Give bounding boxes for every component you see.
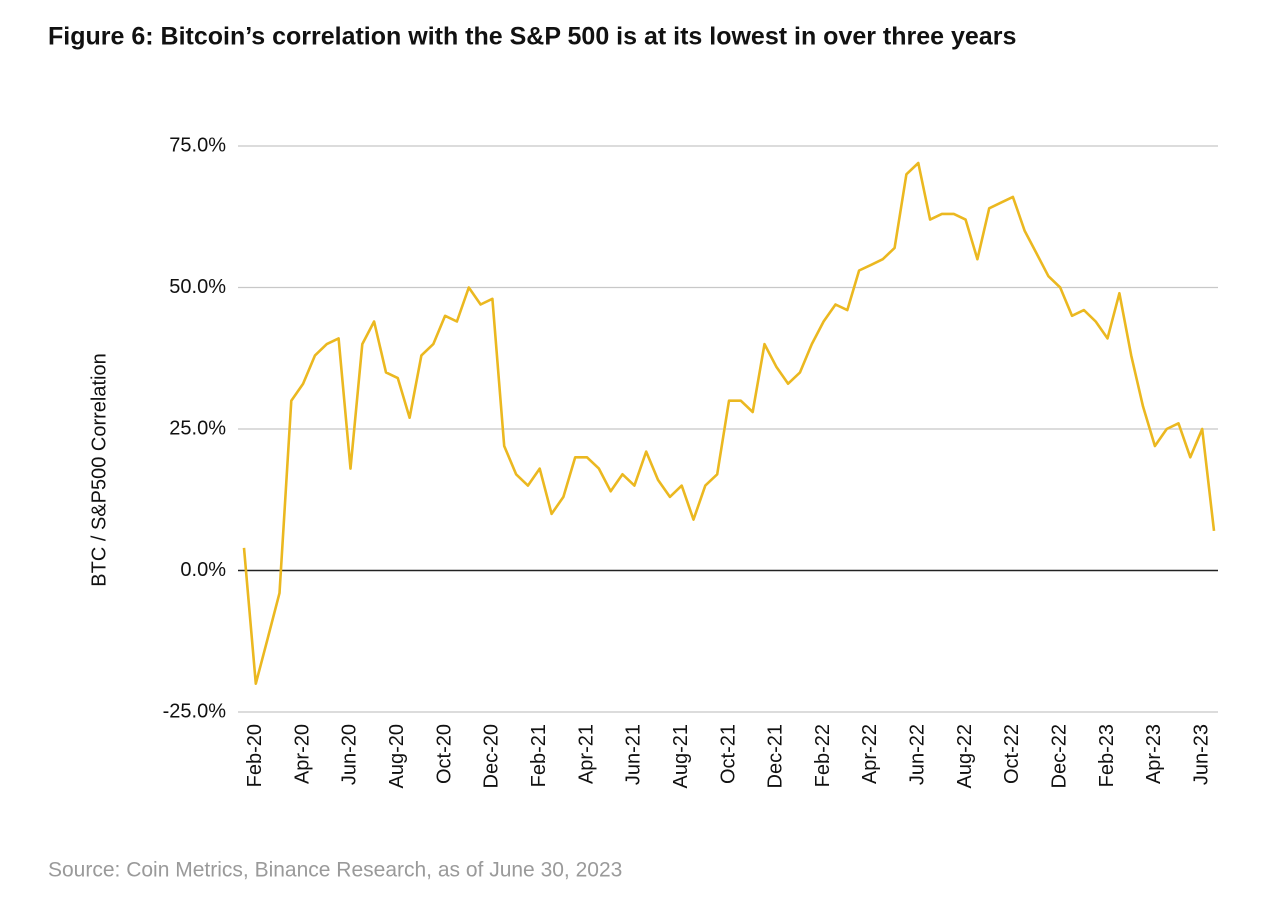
y-axis-label: BTC / S&P500 Correlation	[88, 353, 110, 586]
y-tick-label: 25.0%	[169, 417, 226, 439]
x-tick-label: Jun-22	[907, 724, 929, 785]
x-tick-label: Apr-21	[575, 724, 597, 784]
x-tick-label: Oct-22	[1001, 724, 1023, 784]
x-tick-label: Aug-21	[670, 724, 692, 789]
data-line	[242, 161, 1216, 685]
y-tick-label: 0.0%	[180, 559, 226, 581]
y-tick-label: 50.0%	[169, 276, 226, 298]
x-tick-label: Feb-21	[528, 724, 550, 787]
x-tick-label: Jun-20	[339, 724, 361, 785]
source-note: Source: Coin Metrics, Binance Research, …	[48, 859, 622, 882]
y-tick-label: 75.0%	[169, 134, 226, 156]
x-tick-label: Feb-20	[244, 724, 266, 787]
x-tick-label: Dec-20	[481, 724, 503, 788]
x-tick-label: Apr-20	[291, 724, 313, 784]
x-tick-label: Oct-20	[433, 724, 455, 784]
x-tick-label: Dec-22	[1049, 724, 1071, 788]
x-tick-label: Aug-20	[386, 724, 408, 789]
x-tick-label: Jun-21	[623, 724, 645, 785]
y-tick-label: -25.0%	[163, 700, 227, 722]
x-tick-label: Aug-22	[954, 724, 976, 789]
chart-title: Figure 6: Bitcoin’s correlation with the…	[48, 23, 1016, 51]
x-tick-label: Dec-21	[765, 724, 787, 788]
x-tick-label: Feb-22	[812, 724, 834, 787]
x-tick-label: Feb-23	[1096, 724, 1118, 787]
x-tick-label: Oct-21	[717, 724, 739, 784]
x-tick-label: Jun-23	[1190, 724, 1212, 785]
x-tick-label: Apr-22	[859, 724, 881, 784]
x-tick-label: Apr-23	[1143, 724, 1165, 784]
